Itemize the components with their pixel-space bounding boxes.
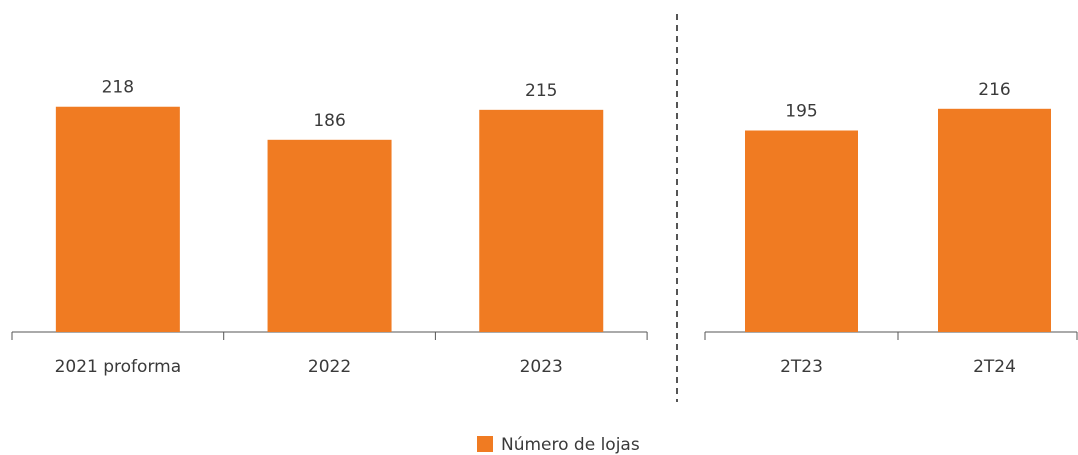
x-tick-label: 2023 [520, 357, 563, 377]
x-tick-label: 2021 proforma [55, 357, 182, 377]
legend-swatch [477, 436, 493, 452]
value-label: 186 [313, 111, 345, 131]
x-tick-label: 2022 [308, 357, 351, 377]
legend-label: Número de lojas [501, 435, 640, 455]
value-label: 218 [102, 78, 134, 98]
value-label: 216 [978, 80, 1010, 100]
bar [745, 130, 858, 332]
bar [479, 109, 604, 332]
bar [267, 139, 392, 332]
x-tick-label: 2T23 [780, 357, 823, 377]
value-label: 195 [785, 102, 817, 122]
x-tick-label: 2T24 [973, 357, 1016, 377]
bar [55, 106, 180, 332]
bar [938, 108, 1051, 332]
value-label: 215 [525, 81, 557, 101]
